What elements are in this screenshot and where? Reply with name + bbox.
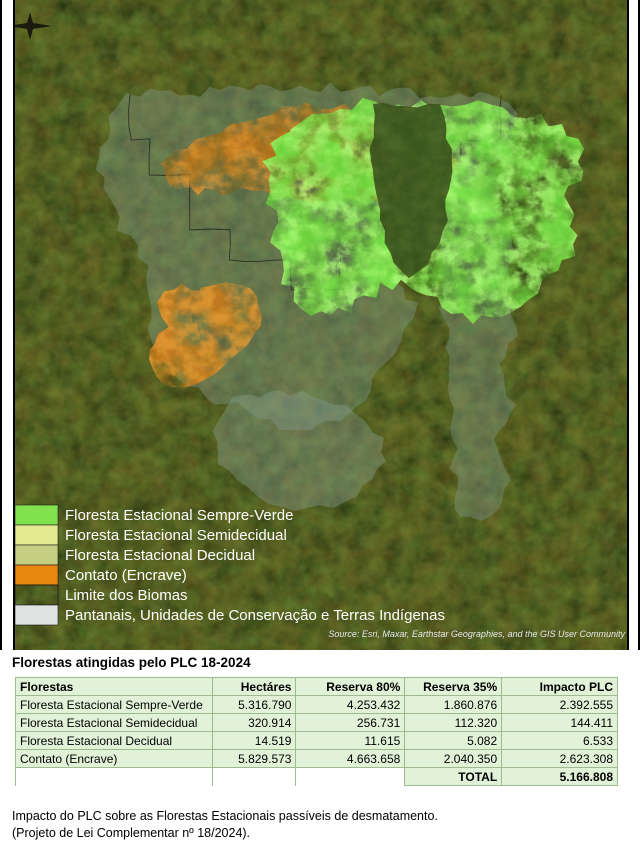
svg-text:Source: Esri, Maxar, Earthstar: Source: Esri, Maxar, Earthstar Geographi…	[328, 629, 625, 639]
svg-text:Floresta Estacional Decidual: Floresta Estacional Decidual	[65, 547, 255, 564]
svg-text:Pantanais, Unidades de Conserv: Pantanais, Unidades de Conservação e Ter…	[65, 607, 445, 624]
svg-text:Floresta Estacional Semidecidu: Floresta Estacional Semidecidual	[65, 527, 287, 544]
svg-text:Contato (Encrave): Contato (Encrave)	[65, 567, 187, 584]
svg-text:Floresta Estacional Sempre-Ver: Floresta Estacional Sempre-Verde	[65, 507, 293, 524]
svg-text:Limite dos Biomas: Limite dos Biomas	[65, 587, 188, 604]
